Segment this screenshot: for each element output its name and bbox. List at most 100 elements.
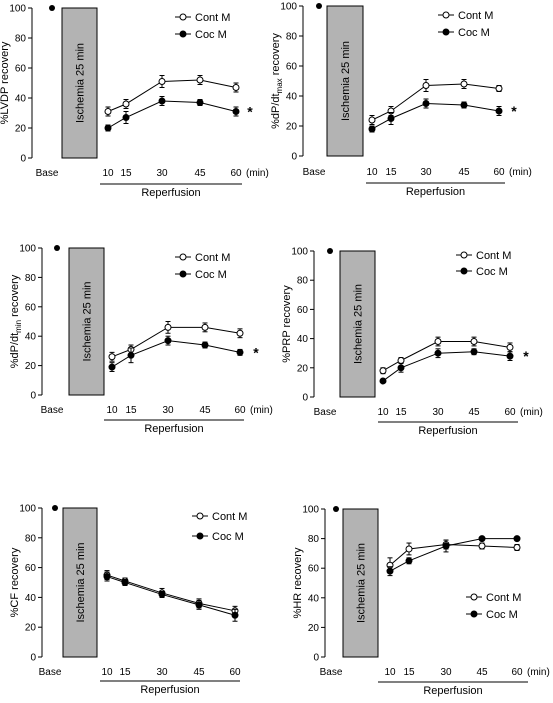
y-tick-label: 20 bbox=[25, 623, 37, 634]
x-unit-label: (min) bbox=[250, 405, 273, 416]
base-point bbox=[52, 505, 58, 511]
legend-label: Cont M bbox=[212, 511, 247, 523]
y-tick-label: 60 bbox=[297, 305, 309, 316]
y-tick-label: 100 bbox=[19, 244, 36, 255]
legend-marker bbox=[460, 267, 468, 275]
data-point bbox=[196, 76, 204, 84]
data-point bbox=[405, 545, 413, 553]
data-point bbox=[442, 542, 450, 550]
data-point bbox=[495, 107, 503, 115]
data-point bbox=[164, 337, 172, 345]
legend-label: Coc M bbox=[486, 609, 518, 621]
chart-panel-5: 0 20 40 60 80 100 %CF recovery Ischemia 25 min C… bbox=[9, 504, 247, 697]
series-coc bbox=[103, 571, 239, 622]
x-tick-label: 60 bbox=[493, 167, 505, 178]
y-tick-label: 40 bbox=[297, 334, 309, 345]
ischemia-box bbox=[339, 250, 376, 398]
x-tick-label: 15 bbox=[385, 167, 397, 178]
y-axis-label: %dP/dtmax recovery bbox=[270, 33, 284, 129]
base-point bbox=[327, 248, 333, 254]
significance-marker: * bbox=[511, 103, 517, 119]
data-point bbox=[121, 579, 129, 586]
legend-label: Coc M bbox=[195, 29, 227, 41]
chart-panel-1: 0 20 40 60 80 100 %LVDP recovery Ischemia 25 mi… bbox=[0, 4, 269, 200]
data-point bbox=[236, 329, 244, 337]
data-point bbox=[495, 85, 503, 92]
y-tick-label: 40 bbox=[25, 332, 37, 343]
legend-label: Cont M bbox=[195, 252, 230, 264]
data-point bbox=[397, 364, 405, 372]
base-point bbox=[333, 506, 339, 512]
ischemia-box bbox=[62, 507, 98, 658]
x-tick-label: 10 bbox=[102, 168, 114, 179]
series-coc bbox=[386, 535, 521, 577]
data-point bbox=[513, 543, 521, 551]
y-tick-label: 0 bbox=[30, 391, 36, 402]
x-unit-label: (min) bbox=[527, 667, 550, 678]
series-coc bbox=[368, 98, 503, 133]
chart-panel-6: 0 20 40 60 80 100 %HR recovery Ischemia 25 min C… bbox=[292, 505, 550, 698]
series-coc bbox=[108, 335, 244, 372]
x-tick-label: 15 bbox=[403, 667, 415, 678]
y-tick-label: 80 bbox=[297, 276, 309, 287]
significance-marker: * bbox=[253, 344, 259, 360]
data-point bbox=[387, 115, 395, 122]
y-tick-label: 60 bbox=[308, 564, 320, 575]
series-coc bbox=[104, 96, 240, 132]
legend-marker bbox=[196, 512, 204, 520]
chart-panel-2: 0 20 40 60 80 100 %dP/dtmax recovery Ischemia 2… bbox=[270, 2, 532, 199]
x-tick-label: 60 bbox=[504, 407, 516, 418]
reperfusion-label: Reperfusion bbox=[141, 187, 200, 199]
x-tick-label: 60 bbox=[229, 667, 241, 678]
data-point bbox=[405, 557, 413, 565]
legend-marker bbox=[442, 11, 450, 19]
x-tick-label: 10 bbox=[366, 167, 378, 178]
legend-marker bbox=[470, 610, 478, 618]
y-tick-label: 20 bbox=[25, 361, 37, 372]
data-point bbox=[158, 78, 166, 85]
data-point bbox=[108, 363, 116, 371]
x-tick-label: 30 bbox=[432, 407, 444, 418]
data-point bbox=[104, 108, 112, 115]
y-tick-label: 40 bbox=[308, 593, 320, 604]
data-point bbox=[379, 377, 387, 385]
legend-marker bbox=[196, 532, 204, 540]
data-point bbox=[122, 100, 130, 108]
data-point bbox=[195, 601, 203, 609]
series-coc bbox=[379, 348, 514, 385]
chart-panel-4: 0 20 40 60 80 100 %PRP recovery Ischemia 25 min… bbox=[281, 247, 543, 438]
reperfusion-label: Reperfusion bbox=[144, 423, 203, 435]
x-unit-label: (min) bbox=[246, 168, 269, 179]
data-point bbox=[422, 100, 430, 107]
y-tick-label: 80 bbox=[15, 34, 27, 45]
series-cont bbox=[103, 570, 239, 616]
x-tick-label: Base bbox=[36, 168, 59, 179]
base-point bbox=[316, 3, 322, 9]
x-tick-label: 15 bbox=[395, 407, 407, 418]
y-axis-label: %LVDP recovery bbox=[0, 41, 11, 124]
data-point bbox=[368, 116, 376, 124]
ischemia-label: Ischemia 25 min bbox=[75, 43, 87, 123]
y-tick-label: 80 bbox=[25, 533, 37, 544]
y-tick-label: 80 bbox=[308, 534, 320, 545]
data-point bbox=[104, 124, 112, 132]
x-tick-label: 15 bbox=[119, 667, 131, 678]
x-tick-label: Base bbox=[39, 667, 62, 678]
ischemia-label: Ischemia 25 min bbox=[75, 542, 87, 622]
legend-label: Coc M bbox=[458, 27, 490, 39]
data-point bbox=[397, 357, 405, 364]
x-tick-label: 30 bbox=[156, 667, 168, 678]
y-axis-label: %HR recovery bbox=[292, 547, 304, 618]
ischemia-box bbox=[326, 5, 364, 157]
x-tick-label: 10 bbox=[384, 667, 396, 678]
ischemia-box bbox=[342, 508, 379, 658]
legend-label: Cont M bbox=[458, 10, 493, 22]
reperfusion-label: Reperfusion bbox=[140, 684, 199, 696]
y-tick-label: 60 bbox=[286, 62, 298, 73]
data-point bbox=[478, 535, 486, 543]
x-tick-label: 60 bbox=[234, 405, 246, 416]
y-tick-label: 40 bbox=[15, 94, 27, 105]
legend-marker bbox=[179, 30, 187, 38]
chart-panel-3: 0 20 40 60 80 100 %dP/dtmin recovery Ischemia 2… bbox=[9, 244, 273, 436]
